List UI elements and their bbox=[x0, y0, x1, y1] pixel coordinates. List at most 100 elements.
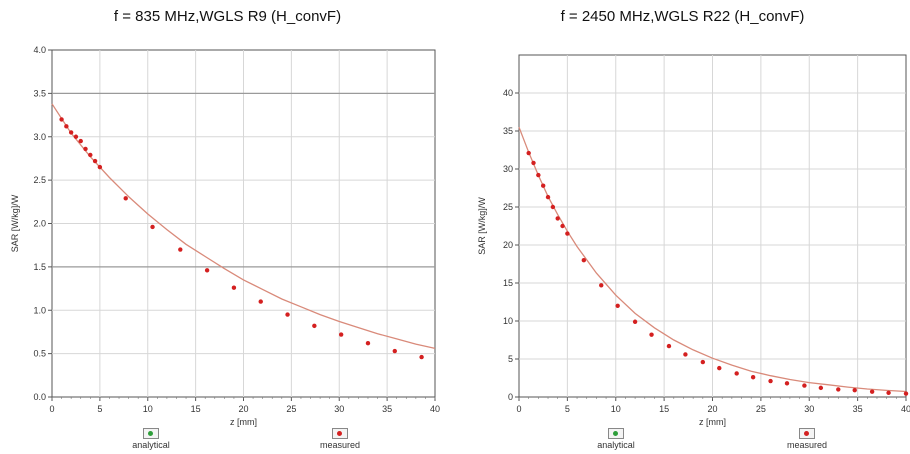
legend-analytical: analytical bbox=[121, 428, 181, 450]
legend-measured: measured bbox=[777, 428, 837, 450]
measured-point bbox=[123, 196, 128, 201]
x-tick-label: 40 bbox=[430, 404, 440, 414]
measured-point bbox=[717, 365, 722, 371]
y-tick-label: 0.5 bbox=[33, 349, 46, 359]
y-tick-label: 0.0 bbox=[33, 392, 46, 402]
x-tick-label: 5 bbox=[97, 404, 102, 414]
measured-point bbox=[150, 224, 155, 230]
x-tick-label: 35 bbox=[382, 404, 392, 414]
measured-point bbox=[784, 381, 790, 386]
legend-label-analytical: analytical bbox=[597, 440, 635, 450]
measured-point bbox=[750, 375, 756, 380]
y-tick-label: 5 bbox=[508, 354, 513, 364]
x-tick-label: 5 bbox=[565, 404, 570, 414]
chart-plot-835: 0 5 10 15 20 25 30 35 40 0.0 0.5 1.0 1.5 2.0 2.5 3.0 3.5… bbox=[10, 45, 440, 427]
measured-point bbox=[419, 354, 424, 360]
y-tick-label: 20 bbox=[503, 240, 513, 250]
y-axis-label: SAR [W/kg]/W bbox=[477, 197, 487, 255]
measured-point bbox=[545, 194, 551, 200]
measured-point bbox=[78, 138, 83, 144]
measured-point bbox=[526, 150, 531, 156]
legend-label-analytical: analytical bbox=[132, 440, 170, 450]
y-tick-label: 2.0 bbox=[33, 219, 46, 229]
measured-point bbox=[869, 389, 875, 394]
chart-title: f = 2450 MHz,WGLS R22 (H_convF) bbox=[560, 8, 805, 25]
measured-point bbox=[818, 385, 824, 391]
analytical-curve bbox=[51, 103, 436, 350]
y-tick-label: 1.0 bbox=[33, 305, 46, 315]
y-tick-label: 3.5 bbox=[33, 88, 46, 98]
legend-swatch-analytical bbox=[143, 428, 159, 439]
measured-point bbox=[903, 391, 909, 396]
measured-point bbox=[802, 383, 807, 388]
measured-point bbox=[73, 134, 79, 139]
measured-point bbox=[231, 285, 237, 290]
measured-point bbox=[258, 299, 263, 304]
measured-point bbox=[338, 332, 344, 337]
measured-point bbox=[632, 319, 638, 324]
measured-point bbox=[83, 146, 88, 152]
measured-point bbox=[59, 117, 64, 122]
measured-point bbox=[88, 152, 93, 158]
x-axis-label: z [mm] bbox=[230, 417, 257, 427]
measured-point bbox=[97, 164, 103, 170]
measured-point bbox=[64, 124, 69, 129]
measured-point bbox=[768, 378, 773, 384]
x-tick-label: 0 bbox=[49, 404, 54, 414]
y-tick-label: 2.5 bbox=[33, 175, 46, 185]
measured-point bbox=[700, 359, 706, 365]
y-tick-label: 25 bbox=[503, 202, 513, 212]
measured-point bbox=[178, 247, 183, 252]
measured-point bbox=[365, 341, 371, 346]
y-tick-label: 10 bbox=[503, 316, 513, 326]
measured-point bbox=[649, 332, 654, 337]
x-tick-label: 30 bbox=[804, 404, 814, 414]
measured-point bbox=[92, 158, 98, 164]
measured-point bbox=[734, 371, 739, 376]
x-axis-label: z [mm] bbox=[699, 417, 726, 427]
measured-point bbox=[536, 172, 541, 178]
measured-point bbox=[550, 204, 556, 210]
y-tick-label: 4.0 bbox=[33, 45, 46, 55]
legend-swatch-measured bbox=[799, 428, 815, 439]
x-tick-label: 30 bbox=[334, 404, 344, 414]
x-tick-label: 10 bbox=[611, 404, 621, 414]
legend-analytical: analytical bbox=[586, 428, 646, 450]
measured-point bbox=[852, 387, 857, 393]
y-axis-label: SAR [W/kg]/W bbox=[10, 194, 20, 252]
x-tick-label: 10 bbox=[143, 404, 153, 414]
analytical-curve bbox=[518, 126, 907, 393]
y-tick-label: 40 bbox=[503, 88, 513, 98]
x-tick-label: 15 bbox=[659, 404, 669, 414]
x-tick-label: 25 bbox=[756, 404, 766, 414]
y-tick-label: 3.0 bbox=[33, 132, 46, 142]
x-tick-label: 25 bbox=[286, 404, 296, 414]
y-tick-label: 35 bbox=[503, 126, 513, 136]
measured-point bbox=[204, 268, 210, 273]
measured-point bbox=[666, 343, 672, 349]
chart-title: f = 835 MHz,WGLS R9 (H_convF) bbox=[113, 8, 342, 25]
y-tick-label: 30 bbox=[503, 164, 513, 174]
measured-point bbox=[312, 323, 317, 329]
measured-point bbox=[285, 312, 290, 317]
chart-panel-835: f = 835 MHz,WGLS R9 (H_convF) 0 5 10 15 20 25… bbox=[10, 8, 440, 450]
measured-point bbox=[560, 223, 565, 229]
measured-point bbox=[836, 387, 841, 392]
y-tick-label: 1.5 bbox=[33, 262, 46, 272]
measured-point bbox=[565, 231, 570, 236]
measured-point bbox=[581, 258, 587, 263]
legend-label-measured: measured bbox=[786, 440, 828, 450]
legend-label-measured: measured bbox=[319, 440, 361, 450]
y-tick-label: 0 bbox=[508, 392, 513, 402]
legend-swatch-analytical bbox=[608, 428, 624, 439]
legend-swatch-measured bbox=[332, 428, 348, 439]
measured-point bbox=[599, 283, 604, 288]
measured-point bbox=[615, 303, 620, 308]
chart-plot-2450: 0 5 10 15 20 25 30 35 40 0 5 10 15 20 25 30 35 40 z [mm] SA… bbox=[477, 54, 910, 427]
measured-point bbox=[886, 390, 891, 396]
x-tick-label: 15 bbox=[191, 404, 201, 414]
legend-measured: measured bbox=[310, 428, 370, 450]
y-tick-label: 15 bbox=[503, 278, 513, 288]
x-tick-label: 40 bbox=[901, 404, 910, 414]
measured-point bbox=[555, 216, 560, 221]
